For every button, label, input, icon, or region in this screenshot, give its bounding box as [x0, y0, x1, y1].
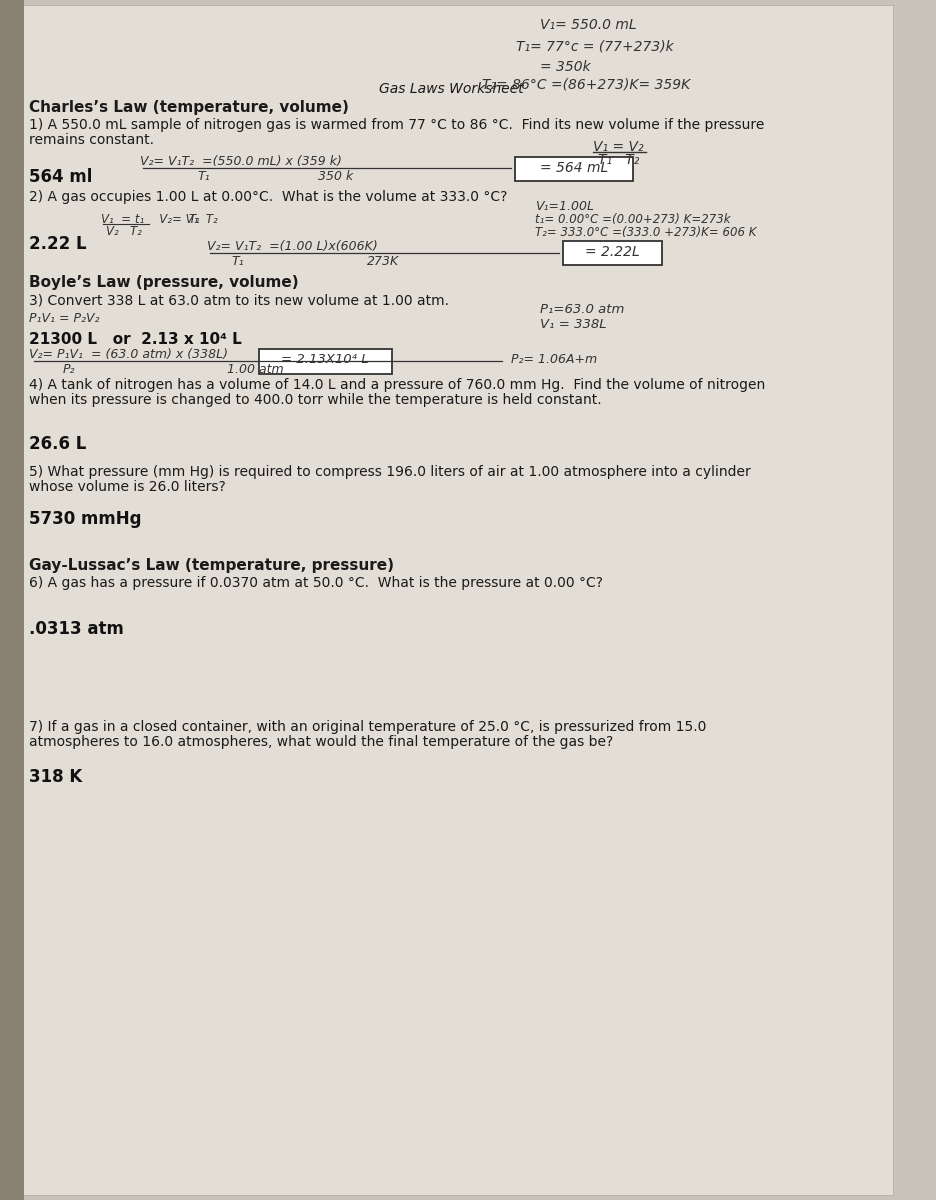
Text: = 2.22L: = 2.22L: [584, 245, 639, 259]
Text: T₁: T₁: [197, 170, 210, 182]
Text: 1) A 550.0 mL sample of nitrogen gas is warmed from 77 °C to 86 °C.  Find its ne: 1) A 550.0 mL sample of nitrogen gas is …: [29, 118, 764, 132]
Text: 4) A tank of nitrogen has a volume of 14.0 L and a pressure of 760.0 mm Hg.  Fin: 4) A tank of nitrogen has a volume of 14…: [29, 378, 765, 392]
Text: 1.00 atm: 1.00 atm: [227, 362, 283, 376]
Text: Gay-Lussac’s Law (temperature, pressure): Gay-Lussac’s Law (temperature, pressure): [29, 558, 393, 572]
Text: Boyle’s Law (pressure, volume): Boyle’s Law (pressure, volume): [29, 275, 299, 290]
Text: P₂= 1.06A+m: P₂= 1.06A+m: [511, 353, 596, 366]
Text: 350 k: 350 k: [318, 170, 353, 182]
Text: T₂= 333.0°C =(333.0 +273)K= 606 K: T₂= 333.0°C =(333.0 +273)K= 606 K: [534, 226, 756, 239]
Text: V₂= P₁V₁  = (63.0 atm) x (338L): V₂= P₁V₁ = (63.0 atm) x (338L): [29, 348, 227, 361]
Text: 5730 mmHg: 5730 mmHg: [29, 510, 141, 528]
Text: V₁  = t₁    V₂= V₁  T₂: V₁ = t₁ V₂= V₁ T₂: [101, 214, 218, 226]
Text: T₁   T₂: T₁ T₂: [597, 152, 638, 167]
FancyBboxPatch shape: [0, 0, 24, 1200]
Text: T₁: T₁: [188, 214, 199, 226]
Text: V₁ = 338L: V₁ = 338L: [539, 318, 607, 331]
Text: 318 K: 318 K: [29, 768, 82, 786]
Text: 7) If a gas in a closed container, with an original temperature of 25.0 °C, is p: 7) If a gas in a closed container, with …: [29, 720, 706, 734]
Text: atmospheres to 16.0 atmospheres, what would the final temperature of the gas be?: atmospheres to 16.0 atmospheres, what wo…: [29, 734, 612, 749]
Text: V₂= V₁T₂  =(550.0 mL) x (359 k): V₂= V₁T₂ =(550.0 mL) x (359 k): [139, 155, 342, 168]
FancyBboxPatch shape: [515, 157, 632, 181]
FancyBboxPatch shape: [563, 241, 661, 265]
Text: V₂   T₂: V₂ T₂: [106, 226, 142, 238]
Text: whose volume is 26.0 liters?: whose volume is 26.0 liters?: [29, 480, 226, 494]
Text: 26.6 L: 26.6 L: [29, 434, 86, 452]
Text: 2) A gas occupies 1.00 L at 0.00°C.  What is the volume at 333.0 °C?: 2) A gas occupies 1.00 L at 0.00°C. What…: [29, 190, 506, 204]
Text: 273K: 273K: [366, 254, 399, 268]
FancyBboxPatch shape: [7, 5, 892, 1195]
Text: 5) What pressure (mm Hg) is required to compress 196.0 liters of air at 1.00 atm: 5) What pressure (mm Hg) is required to …: [29, 464, 750, 479]
Text: remains constant.: remains constant.: [29, 133, 154, 146]
Text: 21300 L   or  2.13 x 10⁴ L: 21300 L or 2.13 x 10⁴ L: [29, 332, 241, 347]
Text: P₁=63.0 atm: P₁=63.0 atm: [539, 302, 623, 316]
Text: = 2.13X10⁴ L: = 2.13X10⁴ L: [281, 353, 369, 366]
Text: T₁: T₁: [231, 254, 244, 268]
Text: Gas Laws Worksheet: Gas Laws Worksheet: [379, 82, 523, 96]
Text: Charles’s Law (temperature, volume): Charles’s Law (temperature, volume): [29, 100, 348, 115]
FancyBboxPatch shape: [259, 349, 391, 374]
Text: V₁= 550.0 mL: V₁= 550.0 mL: [539, 18, 636, 32]
Text: .0313 atm: .0313 atm: [29, 620, 124, 638]
Text: P₁V₁ = P₂V₂: P₁V₁ = P₂V₂: [29, 312, 99, 325]
Text: V₁=1.00L: V₁=1.00L: [534, 200, 593, 214]
Text: T₂= 86°C =(86+273)K= 359K: T₂= 86°C =(86+273)K= 359K: [482, 78, 690, 92]
Text: 564 ml: 564 ml: [29, 168, 93, 186]
Text: T₁= 77°c = (77+273)k: T₁= 77°c = (77+273)k: [516, 40, 673, 54]
Text: 6) A gas has a pressure if 0.0370 atm at 50.0 °C.  What is the pressure at 0.00 : 6) A gas has a pressure if 0.0370 atm at…: [29, 576, 602, 590]
Text: = 564 mL: = 564 mL: [539, 161, 607, 175]
Text: = 350k: = 350k: [539, 60, 590, 74]
Text: t₁= 0.00°C =(0.00+273) K=273k: t₁= 0.00°C =(0.00+273) K=273k: [534, 214, 730, 226]
Text: 2.22 L: 2.22 L: [29, 235, 86, 253]
Text: when its pressure is changed to 400.0 torr while the temperature is held constan: when its pressure is changed to 400.0 to…: [29, 392, 601, 407]
Text: P₂: P₂: [63, 362, 75, 376]
Text: V₂= V₁T₂  =(1.00 L)x(606K): V₂= V₁T₂ =(1.00 L)x(606K): [207, 240, 378, 253]
Text: 3) Convert 338 L at 63.0 atm to its new volume at 1.00 atm.: 3) Convert 338 L at 63.0 atm to its new …: [29, 293, 448, 307]
Text: V₁ = V₂: V₁ = V₂: [592, 140, 643, 154]
